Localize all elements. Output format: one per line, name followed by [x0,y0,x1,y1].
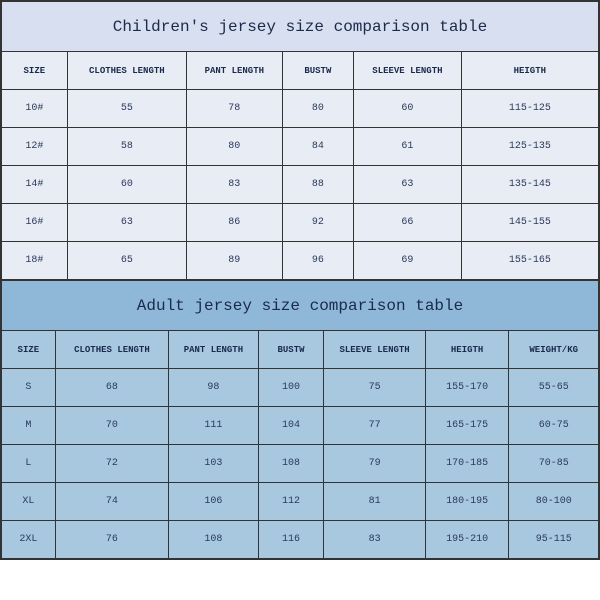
children-cell: 125-135 [461,128,598,166]
children-cell: 83 [187,166,283,204]
children-cell: 63 [67,204,186,242]
children-cell: 135-145 [461,166,598,204]
children-cell: 16# [2,204,68,242]
children-cell: 155-165 [461,242,598,280]
adult-cell: 75 [324,369,425,407]
adult-cell: 180-195 [425,483,509,521]
adult-cell: L [2,445,56,483]
children-cell: 80 [282,90,354,128]
table-row: S689810075155-17055-65 [2,369,599,407]
adult-cell: 104 [258,407,324,445]
children-cell: 145-155 [461,204,598,242]
children-cell: 80 [187,128,283,166]
children-cell: 12# [2,128,68,166]
adult-col-header: HEIGTH [425,331,509,369]
children-cell: 65 [67,242,186,280]
children-cell: 10# [2,90,68,128]
adult-cell: 80-100 [509,483,599,521]
children-cell: 61 [354,128,461,166]
table-row: 12#58808461125-135 [2,128,599,166]
adult-cell: 74 [55,483,168,521]
children-header-row: SIZECLOTHES LENGTHPANT LENGTHBUSTWSLEEVE… [2,52,599,90]
table-row: 16#63869266145-155 [2,204,599,242]
adult-cell: 170-185 [425,445,509,483]
adult-title: Adult jersey size comparison table [2,281,599,331]
adult-cell: XL [2,483,56,521]
adult-cell: 70-85 [509,445,599,483]
children-cell: 55 [67,90,186,128]
adult-cell: 155-170 [425,369,509,407]
children-cell: 96 [282,242,354,280]
adult-size-table: Adult jersey size comparison table SIZEC… [1,280,599,559]
children-col-header: SIZE [2,52,68,90]
adult-cell: 108 [258,445,324,483]
table-row: 14#60838863135-145 [2,166,599,204]
adult-col-header: SLEEVE LENGTH [324,331,425,369]
children-title: Children's jersey size comparison table [2,2,599,52]
children-cell: 63 [354,166,461,204]
children-title-row: Children's jersey size comparison table [2,2,599,52]
children-cell: 115-125 [461,90,598,128]
adult-col-header: CLOTHES LENGTH [55,331,168,369]
children-cell: 58 [67,128,186,166]
adult-cell: 76 [55,521,168,559]
children-cell: 14# [2,166,68,204]
table-row: XL7410611281180-19580-100 [2,483,599,521]
adult-col-header: WEIGHT/KG [509,331,599,369]
children-size-table: Children's jersey size comparison table … [1,1,599,280]
adult-cell: 79 [324,445,425,483]
adult-col-header: BUSTW [258,331,324,369]
adult-cell: 70 [55,407,168,445]
adult-cell: 116 [258,521,324,559]
children-col-header: HEIGTH [461,52,598,90]
adult-col-header: SIZE [2,331,56,369]
adult-cell: 98 [169,369,259,407]
adult-cell: 100 [258,369,324,407]
adult-cell: M [2,407,56,445]
adult-cell: 77 [324,407,425,445]
children-col-header: PANT LENGTH [187,52,283,90]
children-cell: 60 [354,90,461,128]
adult-cell: 112 [258,483,324,521]
adult-cell: 60-75 [509,407,599,445]
adult-cell: 108 [169,521,259,559]
children-col-header: CLOTHES LENGTH [67,52,186,90]
table-row: 18#65899669155-165 [2,242,599,280]
adult-cell: 2XL [2,521,56,559]
adult-title-row: Adult jersey size comparison table [2,281,599,331]
adult-cell: 95-115 [509,521,599,559]
children-col-header: BUSTW [282,52,354,90]
children-cell: 92 [282,204,354,242]
adult-cell: 55-65 [509,369,599,407]
children-cell: 18# [2,242,68,280]
children-cell: 60 [67,166,186,204]
children-cell: 89 [187,242,283,280]
adult-header-row: SIZECLOTHES LENGTHPANT LENGTHBUSTWSLEEVE… [2,331,599,369]
size-tables-wrapper: Children's jersey size comparison table … [0,0,600,560]
children-cell: 88 [282,166,354,204]
adult-cell: 72 [55,445,168,483]
adult-cell: S [2,369,56,407]
children-cell: 84 [282,128,354,166]
table-row: M7011110477165-17560-75 [2,407,599,445]
table-row: 10#55788060115-125 [2,90,599,128]
children-cell: 69 [354,242,461,280]
adult-cell: 103 [169,445,259,483]
adult-cell: 81 [324,483,425,521]
adult-cell: 165-175 [425,407,509,445]
children-cell: 66 [354,204,461,242]
adult-cell: 68 [55,369,168,407]
table-row: L7210310879170-18570-85 [2,445,599,483]
adult-cell: 111 [169,407,259,445]
children-cell: 78 [187,90,283,128]
children-col-header: SLEEVE LENGTH [354,52,461,90]
adult-cell: 106 [169,483,259,521]
adult-cell: 83 [324,521,425,559]
adult-col-header: PANT LENGTH [169,331,259,369]
table-row: 2XL7610811683195-21095-115 [2,521,599,559]
adult-cell: 195-210 [425,521,509,559]
children-cell: 86 [187,204,283,242]
